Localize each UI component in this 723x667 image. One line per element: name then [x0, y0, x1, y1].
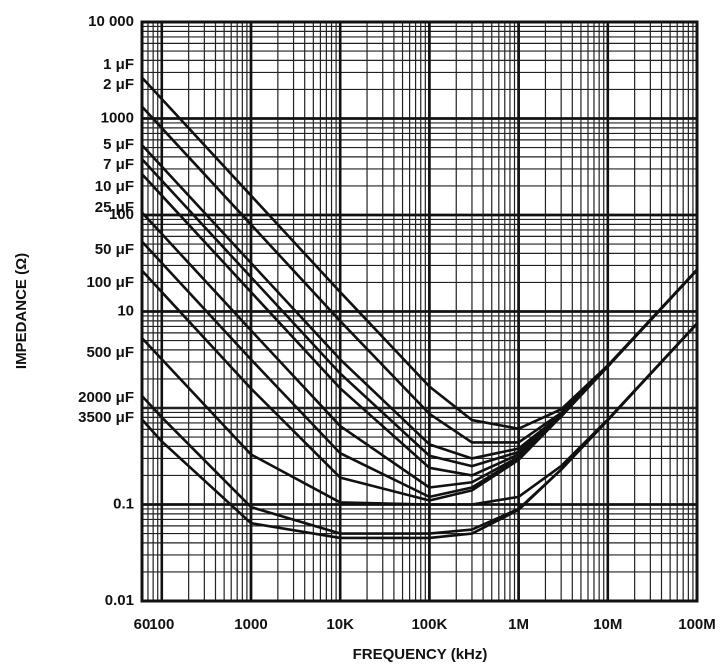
x-tick-label: 100K	[411, 616, 447, 633]
y-tick-label: 100	[109, 206, 134, 223]
y-tick-label: 10 000	[88, 13, 134, 30]
curve-label: 500 μF	[86, 344, 134, 361]
curve-label: 5 μF	[103, 136, 134, 153]
curve-label: 10 μF	[95, 178, 134, 195]
x-tick-label: 100	[149, 616, 174, 633]
y-tick-label: 10	[117, 302, 134, 319]
impedance-curve	[141, 268, 698, 502]
y-axis-label: IMPEDANCE (Ω)	[13, 253, 30, 369]
impedance-curve	[141, 322, 698, 540]
curve-label: 50 μF	[95, 241, 134, 258]
curve-label: 25 μF	[95, 199, 134, 216]
curve-label: 2000 μF	[78, 389, 134, 406]
curve-label: 3500 μF	[78, 409, 134, 426]
impedance-curve	[141, 322, 698, 506]
x-tick-label: 10K	[326, 616, 354, 633]
x-tick-label: 1000	[234, 616, 267, 633]
plot-border	[140, 20, 699, 603]
y-tick-label: 0.01	[105, 592, 134, 609]
x-tick-label: 10M	[593, 616, 622, 633]
x-tick-label: 100M	[678, 616, 716, 633]
y-tick-label: 1000	[101, 109, 134, 126]
curve-label: 7 μF	[103, 156, 134, 173]
x-tick-label: 60	[134, 616, 151, 633]
impedance-curve	[141, 76, 698, 431]
curve-label: 1 μF	[103, 56, 134, 73]
curve-label: 2 μF	[103, 76, 134, 93]
x-axis-label: FREQUENCY (kHz)	[353, 646, 488, 663]
x-tick-label: 1M	[508, 616, 529, 633]
y-tick-label: 0.1	[113, 495, 134, 512]
curve-label: 100 μF	[86, 274, 134, 291]
